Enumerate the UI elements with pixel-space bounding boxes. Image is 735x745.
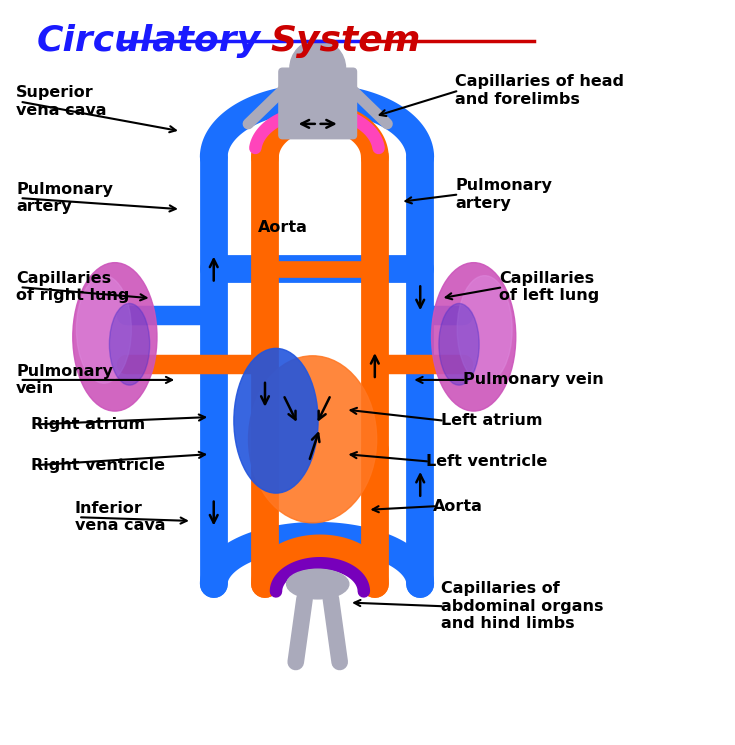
Text: Capillaries of head
and forelimbs: Capillaries of head and forelimbs	[456, 74, 624, 107]
Text: Left atrium: Left atrium	[441, 413, 542, 428]
Ellipse shape	[457, 276, 512, 383]
Text: Capillaries
of left lung: Capillaries of left lung	[499, 271, 600, 303]
Text: Right ventricle: Right ventricle	[31, 457, 165, 473]
Ellipse shape	[287, 569, 349, 599]
Text: System: System	[270, 24, 421, 58]
Ellipse shape	[431, 263, 516, 411]
Text: Circulatory: Circulatory	[37, 24, 261, 58]
Text: Inferior
vena cava: Inferior vena cava	[75, 501, 165, 533]
Ellipse shape	[439, 303, 479, 385]
Text: Pulmonary
artery: Pulmonary artery	[456, 178, 552, 211]
Ellipse shape	[234, 349, 318, 493]
Text: Aorta: Aorta	[259, 221, 308, 235]
Text: Aorta: Aorta	[434, 498, 484, 513]
Text: Capillaries
of right lung: Capillaries of right lung	[16, 271, 129, 303]
Text: Pulmonary
vein: Pulmonary vein	[16, 364, 113, 396]
Ellipse shape	[73, 263, 157, 411]
Ellipse shape	[76, 276, 132, 383]
Text: Left ventricle: Left ventricle	[426, 454, 548, 469]
Text: Right atrium: Right atrium	[31, 417, 145, 432]
Text: Capillaries of
abdominal organs
and hind limbs: Capillaries of abdominal organs and hind…	[441, 581, 603, 631]
Circle shape	[290, 40, 345, 96]
Ellipse shape	[248, 356, 376, 523]
Text: Pulmonary vein: Pulmonary vein	[463, 372, 603, 387]
Text: Pulmonary
artery: Pulmonary artery	[16, 182, 113, 215]
FancyBboxPatch shape	[279, 69, 356, 139]
Text: Superior
vena cava: Superior vena cava	[16, 86, 107, 118]
Ellipse shape	[110, 303, 150, 385]
